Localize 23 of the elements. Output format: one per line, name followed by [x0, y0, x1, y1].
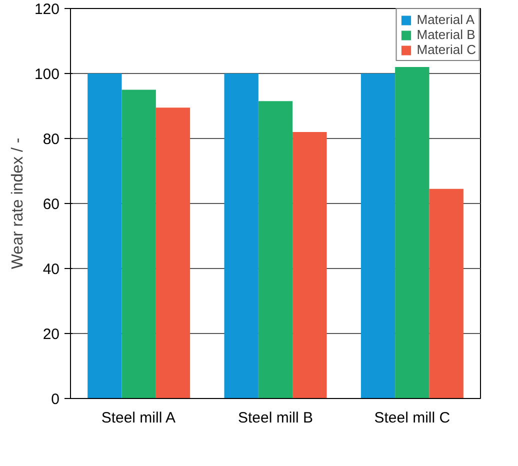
bar — [224, 74, 258, 398]
x-tick-label: Steel mill A — [101, 410, 176, 426]
legend-label: Material C — [416, 42, 476, 57]
bar — [122, 90, 156, 398]
y-axis-title: Wear rate index / - — [9, 138, 26, 270]
y-tick-label: 60 — [42, 196, 60, 213]
y-tick-label: 20 — [42, 326, 60, 343]
y-tick-label: 0 — [51, 391, 60, 408]
bar — [156, 108, 190, 398]
bar — [395, 67, 430, 398]
y-tick-label: 120 — [34, 1, 60, 18]
x-tick-label: Steel mill B — [238, 410, 314, 426]
legend-label: Material B — [416, 27, 476, 42]
legend-label: Material A — [416, 12, 475, 27]
bar — [258, 101, 293, 398]
bar — [292, 132, 327, 398]
bar — [88, 74, 122, 398]
x-tick-label: Steel mill C — [374, 410, 450, 426]
y-tick-label: 40 — [42, 261, 60, 278]
y-tick-label: 100 — [34, 66, 60, 83]
bar — [429, 188, 464, 398]
y-tick-label: 80 — [42, 131, 60, 148]
bar — [360, 74, 396, 398]
